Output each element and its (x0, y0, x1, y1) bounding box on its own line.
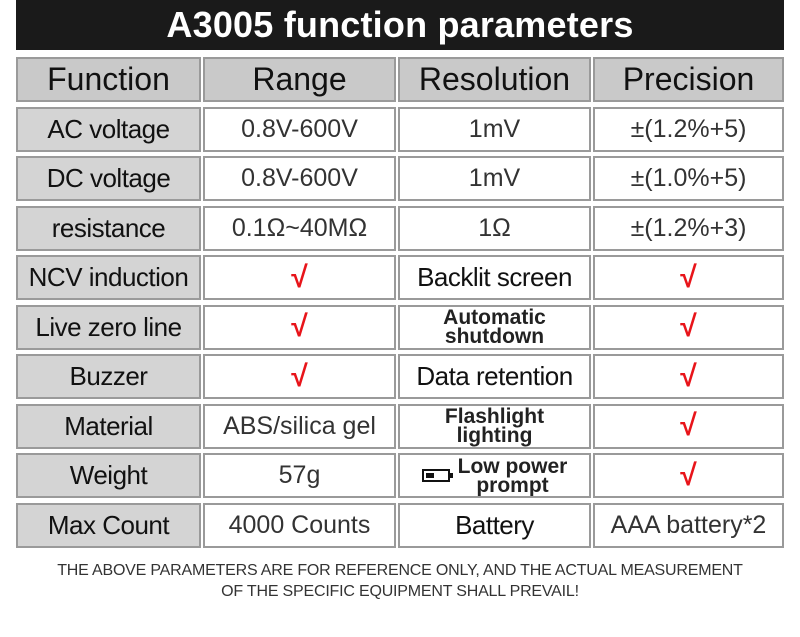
feature-backlit-label: Backlit screen (398, 255, 591, 300)
row-resistance-precision: ±(1.2%+3) (593, 205, 784, 251)
feature-ncv-label: NCV induction (16, 255, 201, 300)
feature-buzzer-label: Buzzer (16, 354, 201, 399)
feature-battery-label: Battery (398, 502, 591, 548)
feature-auto-shutdown-check: √ (593, 304, 784, 350)
feature-flashlight-check: √ (593, 403, 784, 449)
feature-weight-label: Weight (16, 453, 201, 498)
feature-material-value: ABS/silica gel (203, 403, 396, 449)
row-ac-voltage-precision: ±(1.2%+5) (593, 106, 784, 152)
disclaimer-note: THE ABOVE PARAMETERS ARE FOR REFERENCE O… (0, 560, 800, 602)
feature-ncv-check: √ (203, 255, 396, 300)
feature-data-retention-check: √ (593, 354, 784, 399)
row-resistance-range: 0.1Ω~40MΩ (203, 205, 396, 251)
feature-backlit-check: √ (593, 255, 784, 300)
row-resistance-label: resistance (16, 205, 201, 251)
row-dc-voltage-resolution: 1mV (398, 156, 591, 201)
header-range: Range (203, 57, 396, 102)
row-ac-voltage-resolution: 1mV (398, 106, 591, 152)
row-resistance-resolution: 1Ω (398, 205, 591, 251)
row-ac-voltage-range: 0.8V-600V (203, 106, 396, 152)
feature-flashlight-label: Flashlight lighting (398, 403, 591, 449)
feature-flashlight-line2: lighting (456, 424, 533, 447)
feature-live-zero-label: Live zero line (16, 304, 201, 350)
feature-low-power-check: √ (593, 453, 784, 498)
feature-low-power-line1: Low power (457, 454, 568, 478)
header-resolution: Resolution (398, 57, 591, 102)
feature-low-power-label: Low power prompt (398, 453, 591, 498)
feature-low-power-text: Low power prompt (457, 454, 568, 497)
feature-auto-shutdown-line2: shutdown (444, 325, 545, 348)
page-title: A3005 function parameters (16, 0, 784, 50)
feature-max-count-value: 4000 Counts (203, 502, 396, 548)
feature-live-zero-check: √ (203, 304, 396, 350)
feature-low-power-line2: prompt (476, 473, 549, 497)
feature-auto-shutdown-line1: Automatic (443, 306, 546, 329)
feature-auto-shutdown-label: Automatic shutdown (398, 304, 591, 350)
feature-weight-value: 57g (203, 453, 396, 498)
header-function: Function (16, 57, 201, 102)
feature-data-retention-label: Data retention (398, 354, 591, 399)
disclaimer-line2: OF THE SPECIFIC EQUIPMENT SHALL PREVAIL! (221, 583, 579, 600)
battery-low-icon (421, 469, 453, 482)
spec-table: Function Range Resolution Precision AC v… (16, 57, 784, 553)
row-dc-voltage-range: 0.8V-600V (203, 156, 396, 201)
row-dc-voltage-precision: ±(1.0%+5) (593, 156, 784, 201)
row-dc-voltage-label: DC voltage (16, 156, 201, 201)
feature-battery-value: AAA battery*2 (593, 502, 784, 548)
row-ac-voltage-label: AC voltage (16, 106, 201, 152)
feature-max-count-label: Max Count (16, 502, 201, 548)
feature-material-label: Material (16, 403, 201, 449)
feature-buzzer-check: √ (203, 354, 396, 399)
disclaimer-line1: THE ABOVE PARAMETERS ARE FOR REFERENCE O… (57, 562, 743, 579)
feature-flashlight-line1: Flashlight (444, 405, 545, 428)
header-precision: Precision (593, 57, 784, 102)
